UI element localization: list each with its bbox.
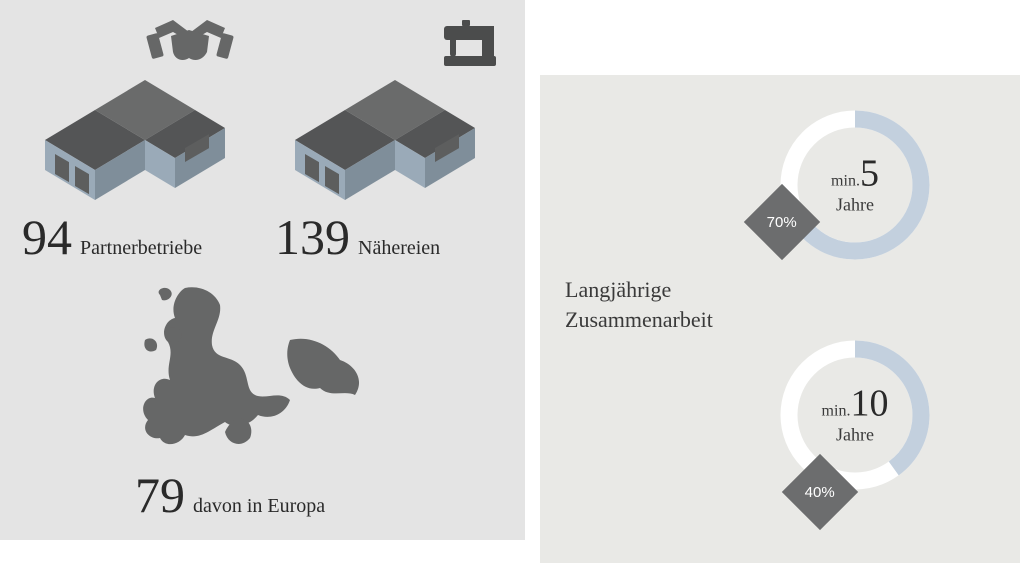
factory-icon-sewing [285,70,485,215]
donut-center: min.5 Jahre [831,155,879,216]
stat-partner: 94 Partnerbetriebe [22,212,202,262]
factory-icon-partner [35,70,235,215]
stat-europe-value: 79 [135,470,185,520]
donut-center: min.10 Jahre [822,385,889,446]
donut-value: 5 [860,153,879,195]
sewing-machine-icon [440,20,500,75]
donut-prefix: min. [822,403,851,420]
stat-europe-label: davon in Europa [193,495,325,518]
donut-sub: Jahre [822,425,889,446]
donut-5-years: min.5 Jahre 70% [775,105,935,265]
donut-sub: Jahre [831,195,879,216]
stat-sewing-value: 139 [275,212,350,262]
stat-europe: 79 davon in Europa [135,470,325,520]
cooperation-title-line2: Zusammenarbeit [565,305,713,335]
stat-partner-label: Partnerbetriebe [80,237,202,260]
percent-badge-text: 40% [805,484,835,501]
left-panel: 94 Partnerbetriebe 139 Nähereien 79 davo… [0,0,525,540]
cooperation-title-line1: Langjährige [565,275,713,305]
stat-partner-value: 94 [22,212,72,262]
stat-sewing: 139 Nähereien [275,212,440,262]
cooperation-title: Langjährige Zusammenarbeit [565,275,713,334]
percent-badge-text: 70% [767,214,797,231]
donut-value: 10 [850,383,888,425]
stat-sewing-label: Nähereien [358,237,440,260]
right-panel: Langjährige Zusammenarbeit min.5 Jahre 7… [540,75,1020,563]
donut-prefix: min. [831,173,860,190]
europe-map-icon [130,280,390,475]
donut-10-years: min.10 Jahre 40% [775,335,935,495]
